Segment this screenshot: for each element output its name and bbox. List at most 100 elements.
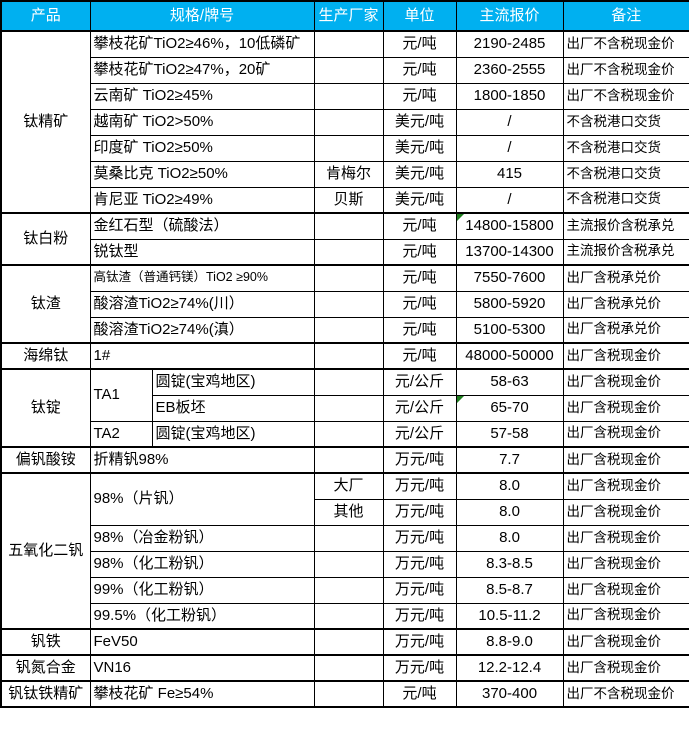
note-cell: 出厂含税现金价	[562, 394, 689, 422]
unit-cell: 元/吨	[382, 30, 457, 58]
unit-cell: 万元/吨	[382, 550, 457, 578]
unit-cell: 美元/吨	[382, 108, 457, 136]
price-cell: 10.5-11.2	[455, 602, 564, 630]
spec-cell: FeV50	[89, 628, 315, 656]
price-cell: 57-58	[455, 420, 564, 448]
product-cell: 偏钒酸铵	[0, 446, 91, 474]
price-cell: 5100-5300	[455, 316, 564, 344]
price-value: 14800-15800	[465, 217, 554, 234]
col-header-manufacturer: 生产厂家	[313, 0, 384, 32]
manufacturer-cell	[313, 108, 384, 136]
note-cell: 出厂含税现金价	[562, 628, 689, 656]
spec-cell: 酸溶渣TiO2≥74%(滇）	[89, 316, 315, 344]
spec-cell: 圆锭(宝鸡地区)	[151, 368, 315, 396]
product-cell: 钒钛铁精矿	[0, 680, 91, 708]
manufacturer-cell: 贝斯	[313, 186, 384, 214]
price-cell: 48000-50000	[455, 342, 564, 370]
product-cell: 钛渣	[0, 264, 91, 344]
unit-cell: 元/吨	[382, 290, 457, 318]
unit-cell: 万元/吨	[382, 654, 457, 682]
product-cell: 海绵钛	[0, 342, 91, 370]
spec-cell: 攀枝花矿TiO2≥47%，20矿	[89, 56, 315, 84]
manufacturer-cell	[313, 420, 384, 448]
table-row: 印度矿 TiO2≥50% 美元/吨 / 不含税港口交货	[1, 134, 689, 162]
mineral-price-table: 产品 规格/牌号 生产厂家 单位 主流报价 备注 钛精矿 攀枝花矿TiO2≥46…	[0, 0, 689, 708]
price-cell: 2360-2555	[455, 56, 564, 84]
col-header-note: 备注	[562, 0, 689, 32]
note-cell: 出厂含税现金价	[562, 472, 689, 500]
spec-cell: 云南矿 TiO2≥45%	[89, 82, 315, 110]
spec-cell: 98%（冶金粉钒）	[89, 524, 315, 552]
price-cell: /	[455, 186, 564, 214]
manufacturer-cell: 其他	[313, 498, 384, 526]
spec-cell: 金红石型（硫酸法）	[89, 212, 315, 240]
unit-cell: 元/吨	[382, 82, 457, 110]
spec-cell: 锐钛型	[89, 238, 315, 266]
table-row: 钛锭 TA1 圆锭(宝鸡地区) 元/公斤 58-63 出厂含税现金价	[0, 368, 689, 448]
manufacturer-cell	[313, 680, 384, 708]
unit-cell: 元/公斤	[382, 420, 457, 448]
manufacturer-cell	[313, 264, 384, 292]
note-cell: 出厂含税现金价	[562, 368, 689, 396]
table-row: 钒钛铁精矿 攀枝花矿 Fe≥54% 元/吨 370-400 出厂不含税现金价	[0, 680, 689, 708]
manufacturer-cell	[313, 524, 384, 552]
unit-cell: 元/公斤	[382, 368, 457, 396]
unit-cell: 万元/吨	[382, 602, 457, 630]
price-cell: 58-63	[455, 368, 564, 396]
unit-cell: 万元/吨	[382, 498, 457, 526]
spec-cell: 折精钒98%	[89, 446, 315, 474]
manufacturer-cell	[313, 30, 384, 58]
note-cell: 出厂含税现金价	[562, 342, 689, 370]
excel-flag-triangle-icon	[457, 215, 464, 221]
table-row: 钛白粉 金红石型（硫酸法） 元/吨 14800-15800 主流报价含税承兑	[0, 212, 689, 266]
grade-cell: TA2	[89, 420, 153, 448]
spec-cell: 99%（化工粉钒）	[89, 576, 315, 604]
spec-cell: 印度矿 TiO2≥50%	[89, 134, 315, 162]
spec-cell: 攀枝花矿 Fe≥54%	[89, 680, 315, 708]
note-cell: 出厂含税现金价	[562, 420, 689, 448]
spec-cell: EB板坯	[151, 394, 315, 422]
spec-cell: 圆锭(宝鸡地区)	[151, 420, 315, 448]
price-cell: 8.3-8.5	[455, 550, 564, 578]
manufacturer-cell	[313, 628, 384, 656]
manufacturer-cell	[313, 238, 384, 266]
table-row: TA2 圆锭(宝鸡地区) 元/公斤 57-58 出厂含税现金价	[1, 420, 689, 448]
price-cell: 2190-2485	[455, 30, 564, 58]
spec-cell: 攀枝花矿TiO2≥46%，10低磷矿	[89, 30, 315, 58]
product-cell: 钛锭	[0, 368, 91, 448]
manufacturer-cell: 肯梅尔	[313, 160, 384, 188]
table-row: 酸溶渣TiO2≥74%(滇） 元/吨 5100-5300 出厂含税承兑价	[1, 316, 689, 344]
spec-cell: 98%（化工粉钒）	[89, 550, 315, 578]
table-row: 五氧化二钒 98%（片钒） 大厂 万元/吨 8.0 出厂含税现金价	[0, 472, 689, 630]
grade-cell: TA1	[89, 368, 153, 422]
product-cell: 钒氮合金	[0, 654, 91, 682]
manufacturer-cell	[313, 316, 384, 344]
manufacturer-cell	[313, 290, 384, 318]
note-cell: 出厂含税现金价	[562, 524, 689, 552]
product-cell: 钛精矿	[0, 30, 91, 214]
table-row: 越南矿 TiO2>50% 美元/吨 / 不含税港口交货	[1, 108, 689, 136]
note-cell: 主流报价含税承兑	[562, 238, 689, 266]
note-cell: 出厂含税承兑价	[562, 264, 689, 292]
spec-cell: 98%（片钒）	[89, 472, 315, 526]
table-row: 钛渣 高钛渣（普通钙镁）TiO2 ≥90% 元/吨 7550-7600 出厂含税…	[0, 264, 689, 344]
price-cell: 370-400	[455, 680, 564, 708]
table-row: 莫桑比克 TiO2≥50% 肯梅尔 美元/吨 415 不含税港口交货	[1, 160, 689, 188]
manufacturer-cell	[313, 368, 384, 396]
unit-cell: 美元/吨	[382, 160, 457, 188]
table-row: 钛精矿 攀枝花矿TiO2≥46%，10低磷矿 元/吨 2190-2485 出厂不…	[0, 30, 689, 214]
manufacturer-cell	[313, 576, 384, 604]
unit-cell: 万元/吨	[382, 446, 457, 474]
table-row: 肯尼亚 TiO2≥49% 贝斯 美元/吨 / 不含税港口交货	[1, 186, 689, 214]
table-row: 云南矿 TiO2≥45% 元/吨 1800-1850 出厂不含税现金价	[1, 82, 689, 110]
manufacturer-cell	[313, 602, 384, 630]
unit-cell: 美元/吨	[382, 134, 457, 162]
note-cell: 不含税港口交货	[562, 134, 689, 162]
unit-cell: 美元/吨	[382, 186, 457, 214]
table-row: 酸溶渣TiO2≥74%(川） 元/吨 5800-5920 出厂含税承兑价	[1, 290, 689, 318]
manufacturer-cell	[313, 134, 384, 162]
unit-cell: 万元/吨	[382, 472, 457, 500]
price-cell: 65-70	[455, 394, 564, 422]
unit-cell: 元/吨	[382, 264, 457, 292]
price-cell: /	[455, 108, 564, 136]
